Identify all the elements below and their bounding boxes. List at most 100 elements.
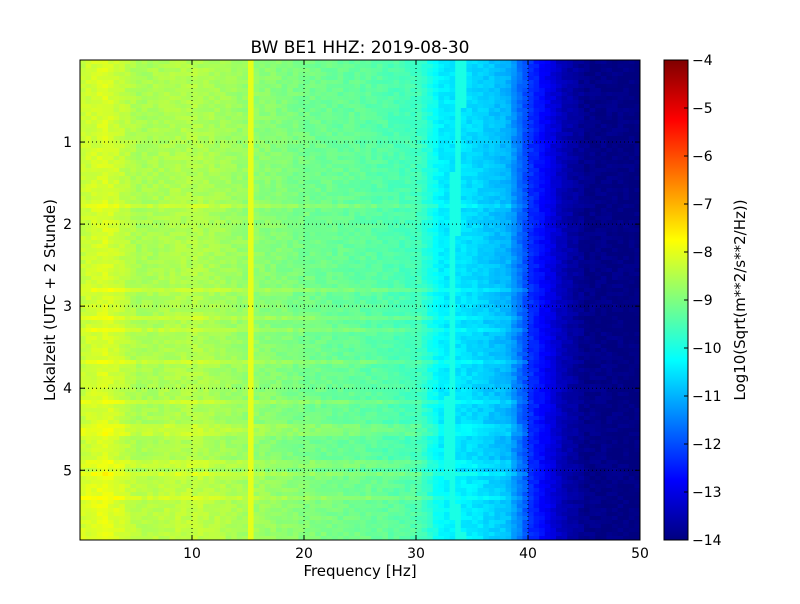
heatmap-cell: [130, 76, 136, 81]
heatmap-cell: [444, 216, 450, 221]
heatmap-cell: [226, 96, 232, 101]
heatmap-cell: [354, 176, 360, 181]
heatmap-cell: [573, 96, 579, 101]
heatmap-cell: [360, 232, 366, 237]
heatmap-cell: [287, 188, 293, 193]
heatmap-cell: [343, 208, 349, 213]
heatmap-cell: [287, 232, 293, 237]
heatmap-cell: [248, 156, 254, 161]
heatmap-cell: [573, 244, 579, 249]
heatmap-cell: [343, 156, 349, 161]
heatmap-cell: [293, 148, 299, 153]
heatmap-cell: [119, 188, 125, 193]
heatmap-cell: [130, 252, 136, 257]
heatmap-cell: [198, 80, 204, 85]
heatmap-cell: [623, 108, 629, 113]
heatmap-cell: [539, 236, 545, 241]
heatmap-cell: [539, 200, 545, 205]
heatmap-cell: [282, 136, 288, 141]
heatmap-cell: [198, 120, 204, 125]
heatmap-cell: [198, 160, 204, 165]
heatmap-cell: [573, 156, 579, 161]
heatmap-cell: [237, 216, 243, 221]
heatmap-cell: [511, 84, 517, 89]
heatmap-cell: [254, 76, 260, 81]
heatmap-cell: [483, 88, 489, 93]
heatmap-cell: [192, 60, 198, 65]
heatmap-cell: [573, 180, 579, 185]
heatmap-cell: [231, 136, 237, 141]
heatmap-cell: [86, 244, 92, 249]
heatmap-cell: [338, 116, 344, 121]
heatmap-cell: [119, 196, 125, 201]
heatmap-cell: [427, 88, 433, 93]
heatmap-cell: [562, 92, 568, 97]
heatmap-cell: [528, 144, 534, 149]
heatmap-cell: [450, 184, 456, 189]
heatmap-cell: [80, 136, 86, 141]
heatmap-cell: [623, 144, 629, 149]
heatmap-cell: [623, 60, 629, 65]
heatmap-cell: [158, 72, 164, 77]
heatmap-cell: [349, 188, 355, 193]
heatmap-cell: [606, 256, 612, 261]
heatmap-cell: [231, 180, 237, 185]
heatmap-cell: [612, 248, 618, 253]
heatmap-cell: [556, 216, 562, 221]
heatmap-cell: [136, 216, 142, 221]
heatmap-cell: [86, 196, 92, 201]
heatmap-cell: [382, 96, 388, 101]
heatmap-cell: [220, 200, 226, 205]
heatmap-cell: [534, 172, 540, 177]
heatmap-cell: [282, 60, 288, 65]
heatmap-cell: [276, 116, 282, 121]
heatmap-cell: [584, 232, 590, 237]
heatmap-cell: [438, 192, 444, 197]
heatmap-cell: [332, 124, 338, 129]
heatmap-cell: [147, 232, 153, 237]
heatmap-cell: [136, 112, 142, 117]
heatmap-cell: [500, 68, 506, 73]
heatmap-cell: [556, 80, 562, 85]
heatmap-cell: [590, 204, 596, 209]
heatmap-cell: [450, 112, 456, 117]
heatmap-cell: [265, 204, 271, 209]
heatmap-cell: [511, 224, 517, 229]
heatmap-cell: [629, 116, 635, 121]
heatmap-cell: [438, 180, 444, 185]
heatmap-cell: [584, 212, 590, 217]
heatmap-cell: [192, 184, 198, 189]
heatmap-cell: [170, 188, 176, 193]
heatmap-cell: [248, 72, 254, 77]
heatmap-cell: [623, 64, 629, 69]
heatmap-cell: [170, 216, 176, 221]
heatmap-cell: [517, 208, 523, 213]
heatmap-cell: [618, 156, 624, 161]
heatmap-cell: [578, 68, 584, 73]
heatmap-cell: [198, 248, 204, 253]
heatmap-cell: [405, 236, 411, 241]
heatmap-cell: [326, 144, 332, 149]
heatmap-cell: [332, 160, 338, 165]
heatmap-cell: [377, 88, 383, 93]
heatmap-cell: [114, 164, 120, 169]
heatmap-cell: [466, 120, 472, 125]
heatmap-cell: [455, 256, 461, 261]
heatmap-cell: [287, 112, 293, 117]
heatmap-cell: [394, 252, 400, 257]
heatmap-cell: [237, 164, 243, 169]
heatmap-cell: [203, 204, 209, 209]
heatmap-cell: [343, 180, 349, 185]
heatmap-cell: [606, 76, 612, 81]
heatmap-cell: [349, 104, 355, 109]
heatmap-cell: [623, 112, 629, 117]
heatmap-cell: [511, 200, 517, 205]
heatmap-cell: [506, 208, 512, 213]
heatmap-cell: [550, 184, 556, 189]
heatmap-cell: [466, 100, 472, 105]
heatmap-cell: [270, 152, 276, 157]
heatmap-cell: [119, 80, 125, 85]
heatmap-cell: [427, 184, 433, 189]
heatmap-cell: [545, 168, 551, 173]
heatmap-cell: [399, 196, 405, 201]
